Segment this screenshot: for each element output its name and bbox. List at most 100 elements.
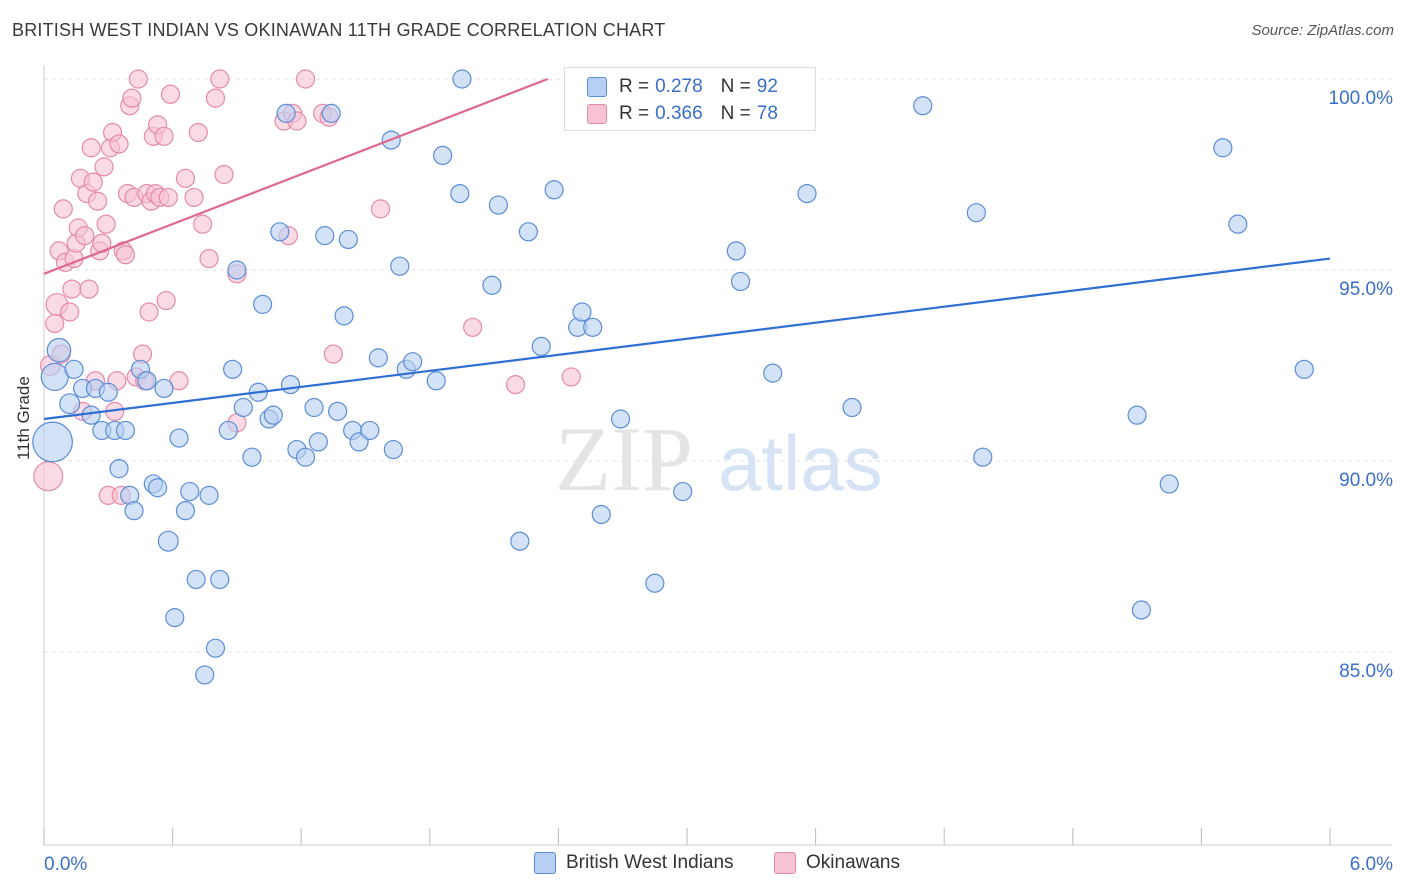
point-okinawans <box>158 187 178 208</box>
point-british-west-indians <box>280 375 301 395</box>
point-okinawans <box>188 122 208 143</box>
point-british-west-indians <box>913 96 933 116</box>
point-british-west-indians <box>223 359 243 379</box>
point-okinawans <box>169 371 189 391</box>
point-british-west-indians <box>195 665 215 685</box>
tick-labels: 100.0% 95.0% 90.0% 85.0% 0.0% 6.0% <box>44 88 1393 875</box>
point-british-west-indians <box>199 485 219 505</box>
point-british-west-indians <box>218 420 238 441</box>
legend-r-value: 0.366 <box>655 103 703 124</box>
point-british-west-indians <box>175 501 196 521</box>
legend-row-pink: R = 0.366 N = 78 <box>587 102 778 126</box>
point-okinawans <box>122 88 142 108</box>
point-british-west-indians <box>510 531 530 551</box>
point-okinawans <box>463 317 483 337</box>
chart-title: BRITISH WEST INDIAN VS OKINAWAN 11TH GRA… <box>12 20 666 40</box>
point-british-west-indians <box>338 229 358 250</box>
x-tick-label: 0.0% <box>44 854 87 875</box>
point-british-west-indians <box>1228 214 1248 234</box>
point-okinawans <box>184 187 204 208</box>
point-british-west-indians <box>966 203 986 223</box>
point-british-west-indians <box>797 184 817 204</box>
point-british-west-indians <box>1294 359 1314 379</box>
trend-line-british-west-indians <box>43 257 1331 421</box>
point-okinawans <box>33 461 64 492</box>
y-tick-label: 90.0% <box>1339 470 1393 491</box>
point-british-west-indians <box>328 401 348 421</box>
point-british-west-indians <box>450 184 470 204</box>
point-okinawans <box>370 199 391 219</box>
point-british-west-indians <box>205 638 226 658</box>
point-okinawans <box>115 245 136 265</box>
point-british-west-indians <box>98 382 118 402</box>
point-british-west-indians <box>518 222 538 242</box>
point-british-west-indians <box>295 447 316 467</box>
point-okinawans <box>45 313 65 334</box>
legend-swatch-pink <box>587 104 607 124</box>
point-british-west-indians <box>673 481 693 502</box>
legend-n-label: N = <box>720 76 751 97</box>
y-tick-label: 95.0% <box>1339 279 1393 300</box>
point-okinawans <box>81 138 101 158</box>
point-okinawans <box>53 199 73 219</box>
point-british-west-indians <box>186 569 206 590</box>
trend-lines <box>43 77 1331 421</box>
point-okinawans <box>210 69 230 89</box>
point-okinawans <box>96 214 116 234</box>
point-okinawans <box>83 172 103 192</box>
point-british-west-indians <box>1213 138 1233 158</box>
point-british-west-indians <box>46 337 72 363</box>
y-tick-label: 85.0% <box>1339 661 1393 682</box>
point-british-west-indians <box>308 432 328 452</box>
point-british-west-indians <box>157 530 179 552</box>
point-british-west-indians <box>304 397 324 418</box>
legend-n-value: 78 <box>756 103 778 124</box>
legend-item-okinawans[interactable]: Okinawans <box>774 852 900 874</box>
x-tick-label: 6.0% <box>1350 854 1393 875</box>
y-tick-label: 100.0% <box>1329 88 1394 109</box>
point-okinawans <box>60 302 80 322</box>
point-okinawans <box>109 134 129 154</box>
point-british-west-indians <box>210 569 230 590</box>
point-british-west-indians <box>59 393 81 415</box>
point-okinawans <box>175 168 196 188</box>
point-british-west-indians <box>321 103 341 123</box>
legend-item-british-west-indians[interactable]: British West Indians <box>534 852 734 874</box>
point-okinawans <box>75 226 95 246</box>
point-british-west-indians <box>276 103 296 123</box>
point-british-west-indians <box>1159 474 1179 494</box>
point-british-west-indians <box>154 378 174 399</box>
point-okinawans <box>139 302 159 322</box>
point-british-west-indians <box>64 359 84 379</box>
point-british-west-indians <box>242 447 262 467</box>
point-british-west-indians <box>137 371 157 391</box>
point-british-west-indians <box>360 420 380 441</box>
legend-label: Okinawans <box>806 852 900 873</box>
point-okinawans <box>323 344 343 364</box>
point-british-west-indians <box>81 405 101 425</box>
stats-legend: R = 0.278 N = 92 R = 0.366 N = 78 <box>564 67 816 131</box>
watermark: ZIP atlas <box>555 408 883 510</box>
series-british-west-indians <box>32 69 1314 685</box>
point-british-west-indians <box>334 306 354 326</box>
legend-n-value: 92 <box>756 76 778 97</box>
point-british-west-indians <box>169 428 189 448</box>
point-okinawans <box>79 279 99 299</box>
point-british-west-indians <box>583 317 603 337</box>
legend-label: British West Indians <box>566 852 734 873</box>
point-okinawans <box>87 191 108 211</box>
point-british-west-indians <box>973 447 993 467</box>
point-okinawans <box>561 367 581 387</box>
point-okinawans <box>295 69 316 89</box>
point-okinawans <box>156 290 176 311</box>
point-british-west-indians <box>610 409 631 429</box>
legend-r-label: R = <box>619 103 650 124</box>
point-british-west-indians <box>109 459 129 479</box>
point-british-west-indians <box>253 294 273 314</box>
point-okinawans <box>160 84 181 104</box>
point-british-west-indians <box>726 241 746 261</box>
point-okinawans <box>154 126 174 146</box>
point-british-west-indians <box>165 608 185 628</box>
grid-lines <box>44 78 1392 653</box>
